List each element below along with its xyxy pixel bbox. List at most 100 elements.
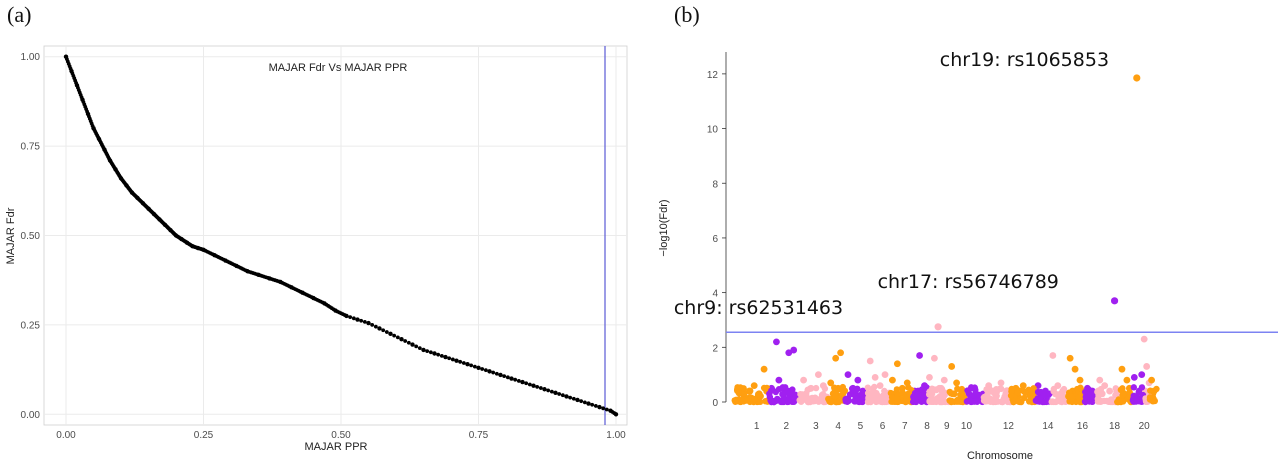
data-point bbox=[568, 395, 573, 400]
data-point bbox=[800, 376, 807, 384]
data-point bbox=[538, 386, 543, 390]
data-point bbox=[604, 407, 609, 412]
panel-a-xlabel: MAJAR PPR bbox=[305, 441, 368, 453]
data-point bbox=[348, 315, 353, 320]
data-point bbox=[910, 393, 917, 400]
data-point bbox=[1153, 385, 1160, 393]
y-tick-label: 1.00 bbox=[21, 52, 41, 63]
y-tick-label: 0.50 bbox=[21, 231, 41, 242]
highlight-point bbox=[934, 323, 942, 331]
data-point bbox=[851, 397, 858, 405]
panel-b-y-ticks: 0 2 4 6 8 10 12 bbox=[707, 70, 726, 409]
data-point bbox=[975, 391, 982, 398]
data-point bbox=[491, 370, 496, 375]
data-point bbox=[1019, 387, 1027, 394]
data-point bbox=[966, 397, 974, 404]
y-tick-label: 8 bbox=[712, 179, 718, 190]
x-tick-label: 2 bbox=[784, 421, 790, 432]
panel-b-ylabel: −log10(Fdr) bbox=[658, 199, 670, 256]
data-point bbox=[902, 394, 909, 401]
data-point bbox=[938, 385, 946, 393]
data-point bbox=[590, 402, 595, 407]
data-point bbox=[436, 352, 441, 357]
data-point bbox=[997, 379, 1005, 387]
data-point bbox=[935, 396, 942, 404]
data-point bbox=[1094, 398, 1102, 405]
data-point bbox=[421, 347, 426, 353]
data-point bbox=[902, 398, 909, 405]
data-point bbox=[888, 394, 896, 401]
panel-a-y-ticks: 0.00 0.25 0.50 0.75 1.00 bbox=[21, 52, 41, 421]
x-tick-label: 3 bbox=[813, 421, 819, 432]
data-point bbox=[1034, 395, 1041, 402]
data-point bbox=[1130, 384, 1138, 391]
highlight-point bbox=[1133, 74, 1141, 82]
data-point bbox=[799, 391, 806, 399]
data-point bbox=[805, 397, 812, 404]
data-point bbox=[494, 371, 499, 376]
annotation-label: chr9: rs62531463 bbox=[674, 297, 843, 319]
y-tick-label: 4 bbox=[712, 289, 718, 300]
data-point bbox=[812, 384, 820, 392]
panel-b-xlabel: Chromosome bbox=[967, 450, 1033, 462]
data-point bbox=[399, 336, 404, 342]
data-point bbox=[927, 398, 934, 405]
data-point bbox=[929, 385, 937, 393]
data-point bbox=[373, 324, 378, 329]
data-point bbox=[819, 390, 827, 398]
data-point bbox=[1095, 392, 1102, 400]
x-tick-label: 8 bbox=[924, 421, 930, 432]
data-point bbox=[549, 389, 554, 394]
data-point bbox=[1075, 394, 1083, 401]
data-point bbox=[821, 385, 829, 392]
data-point bbox=[948, 363, 956, 370]
data-point bbox=[854, 376, 862, 384]
data-point bbox=[1049, 398, 1056, 405]
data-point bbox=[1019, 382, 1027, 389]
x-tick-label: 0.00 bbox=[56, 430, 76, 441]
data-point bbox=[839, 390, 847, 398]
data-point bbox=[597, 404, 602, 410]
data-point bbox=[1138, 371, 1146, 379]
data-point bbox=[762, 397, 769, 405]
data-point bbox=[769, 386, 776, 394]
data-point bbox=[779, 384, 787, 391]
data-point bbox=[965, 387, 972, 395]
data-point bbox=[1010, 398, 1017, 406]
x-tick-label: 14 bbox=[1042, 421, 1054, 432]
data-point bbox=[926, 373, 933, 381]
panel-a-points bbox=[63, 54, 619, 417]
data-point bbox=[871, 383, 878, 391]
data-point bbox=[1123, 376, 1131, 384]
data-point bbox=[893, 386, 901, 393]
x-tick-label: 0.75 bbox=[469, 430, 489, 441]
data-point bbox=[1089, 392, 1096, 400]
data-point bbox=[582, 400, 587, 405]
data-point bbox=[579, 399, 584, 404]
data-point bbox=[750, 382, 758, 389]
data-point bbox=[403, 339, 408, 343]
data-point bbox=[509, 376, 514, 381]
data-point bbox=[905, 384, 912, 391]
data-point bbox=[834, 386, 842, 393]
data-point bbox=[972, 386, 979, 394]
data-point bbox=[454, 358, 459, 363]
data-point bbox=[1130, 373, 1138, 381]
data-point bbox=[790, 346, 798, 354]
data-point bbox=[1097, 385, 1105, 393]
data-point bbox=[1077, 384, 1084, 391]
data-point bbox=[993, 386, 1000, 393]
y-tick-label: 0.75 bbox=[21, 142, 41, 153]
data-point bbox=[1060, 385, 1068, 393]
data-point bbox=[1076, 376, 1084, 384]
data-point bbox=[1071, 365, 1079, 373]
data-point bbox=[410, 342, 415, 347]
data-point bbox=[738, 396, 746, 404]
data-point bbox=[773, 338, 780, 346]
y-tick-label: 0 bbox=[712, 398, 718, 409]
data-point bbox=[505, 375, 510, 380]
data-point bbox=[791, 391, 799, 398]
data-point bbox=[458, 359, 463, 364]
x-tick-label: 0.50 bbox=[331, 430, 351, 441]
data-point bbox=[889, 376, 896, 384]
